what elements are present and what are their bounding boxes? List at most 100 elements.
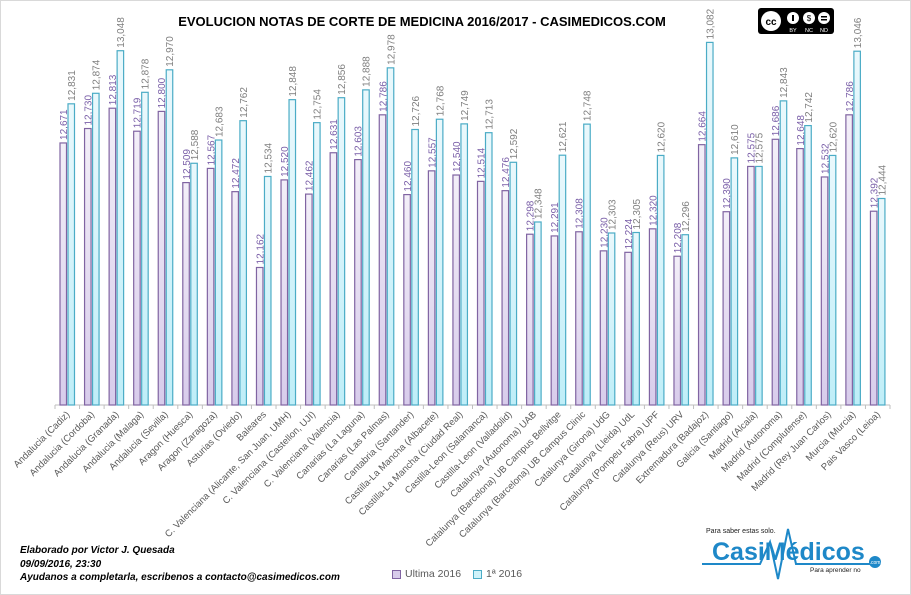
bar-primera bbox=[583, 123, 591, 406]
data-label: 12,754 bbox=[313, 89, 324, 120]
bar-primera bbox=[263, 175, 272, 406]
bar-primera bbox=[116, 50, 125, 406]
bar-ultima bbox=[845, 114, 853, 406]
data-label: 12,509 bbox=[182, 149, 193, 180]
bar-primera bbox=[656, 154, 665, 406]
data-label: 12,874 bbox=[92, 59, 103, 90]
data-label: 12,671 bbox=[59, 109, 70, 140]
bar-ultima bbox=[575, 231, 583, 406]
data-label: 12,786 bbox=[378, 81, 389, 112]
bar-ultima bbox=[673, 255, 682, 406]
bar-ultima bbox=[255, 266, 264, 406]
bar-primera bbox=[681, 234, 690, 406]
bar-ultima bbox=[796, 147, 804, 406]
bar-ultima bbox=[427, 170, 436, 406]
bar-ultima bbox=[133, 130, 141, 406]
data-label: 12,514 bbox=[477, 147, 488, 178]
bar-ultima bbox=[157, 110, 166, 406]
data-label: 12,831 bbox=[67, 70, 78, 101]
bar-primera bbox=[288, 99, 297, 406]
bar-primera bbox=[312, 122, 321, 406]
bar-primera bbox=[337, 97, 346, 406]
data-label: 12,848 bbox=[288, 66, 299, 97]
bar-primera bbox=[755, 165, 763, 406]
data-label: 12,631 bbox=[329, 119, 340, 150]
data-label: 12,460 bbox=[403, 161, 414, 192]
data-label: 12,686 bbox=[771, 105, 782, 136]
contact-note: Ayudanos a completarla, escribenos a con… bbox=[20, 572, 340, 583]
data-label: 12,392 bbox=[869, 177, 880, 208]
data-label: 12,320 bbox=[648, 195, 659, 226]
data-label: 12,557 bbox=[427, 137, 438, 168]
bar-primera bbox=[877, 197, 886, 406]
bar-ultima bbox=[624, 251, 632, 406]
data-label: 12,532 bbox=[820, 143, 831, 174]
bar-primera bbox=[534, 221, 542, 406]
datetime-text: 09/09/2016, 23:30 bbox=[20, 559, 102, 570]
data-label: 12,620 bbox=[656, 121, 667, 152]
data-label: 13,082 bbox=[706, 8, 717, 39]
data-label: 12,813 bbox=[108, 74, 119, 105]
data-label: 12,730 bbox=[84, 95, 95, 126]
data-label: 12,348 bbox=[534, 188, 545, 219]
data-label: 12,610 bbox=[730, 124, 741, 155]
bar-primera bbox=[730, 157, 739, 406]
data-label: 12,534 bbox=[263, 142, 274, 173]
bar-ultima bbox=[403, 193, 411, 406]
data-label: 12,664 bbox=[698, 111, 709, 142]
data-label: 12,303 bbox=[607, 199, 618, 230]
cc-by-nc-nd-icon: cc $ BY NC ND bbox=[761, 11, 830, 34]
bar-ultima bbox=[206, 167, 215, 406]
svg-text:cc: cc bbox=[765, 17, 777, 28]
bar-primera bbox=[386, 67, 395, 406]
bar-ultima bbox=[108, 107, 117, 406]
bar-ultima bbox=[329, 152, 338, 406]
svg-text:$: $ bbox=[807, 14, 812, 23]
bar-ultima bbox=[501, 190, 510, 406]
data-label: 12,476 bbox=[501, 157, 512, 188]
bar-primera bbox=[214, 139, 223, 406]
data-label: 12,970 bbox=[165, 36, 176, 67]
bar-ultima bbox=[697, 144, 706, 406]
bar-ultima bbox=[378, 114, 387, 406]
svg-text:NC: NC bbox=[805, 28, 813, 34]
data-label: 12,296 bbox=[681, 201, 692, 232]
bar-primera bbox=[607, 232, 616, 406]
chart-title: EVOLUCION NOTAS DE CORTE DE MEDICINA 201… bbox=[178, 14, 666, 29]
data-label: 13,046 bbox=[853, 17, 864, 48]
bar-primera bbox=[632, 231, 640, 406]
bar-ultima bbox=[526, 233, 534, 406]
data-label: 12,742 bbox=[804, 92, 815, 123]
bar-ultima bbox=[599, 250, 608, 406]
bar-ultima bbox=[83, 127, 92, 406]
bar-primera bbox=[828, 154, 837, 406]
data-label: 12,762 bbox=[239, 87, 250, 118]
bar-ultima bbox=[280, 179, 289, 406]
author-text: Elaborado por Victor J. Quesada bbox=[20, 545, 175, 556]
data-label: 12,843 bbox=[779, 67, 790, 98]
bar-primera bbox=[411, 128, 419, 406]
bar-primera bbox=[705, 41, 714, 406]
bar-primera bbox=[853, 50, 861, 406]
data-label: 12,472 bbox=[231, 158, 242, 189]
bar-ultima bbox=[722, 211, 731, 406]
legend: Ultima 2016 1ª 2016 bbox=[392, 568, 522, 580]
bar-primera bbox=[558, 154, 567, 406]
bar-ultima bbox=[304, 193, 313, 406]
data-label: 12,768 bbox=[435, 85, 446, 116]
data-label: 12,305 bbox=[632, 198, 643, 229]
data-label: 12,978 bbox=[386, 34, 397, 65]
legend-item-ultima: Ultima 2016 bbox=[392, 568, 461, 580]
data-label: 12,648 bbox=[796, 115, 807, 146]
data-label: 12,592 bbox=[509, 128, 520, 159]
bar-ultima bbox=[182, 181, 190, 406]
data-label: 12,800 bbox=[157, 77, 168, 108]
bar-ultima bbox=[820, 176, 829, 406]
legend-item-primera: 1ª 2016 bbox=[473, 568, 522, 580]
data-label: 12,603 bbox=[354, 126, 365, 157]
bar-primera bbox=[509, 161, 518, 406]
data-label: 12,230 bbox=[599, 217, 610, 248]
bar-primera bbox=[165, 69, 174, 406]
data-label: 13,048 bbox=[116, 17, 127, 48]
